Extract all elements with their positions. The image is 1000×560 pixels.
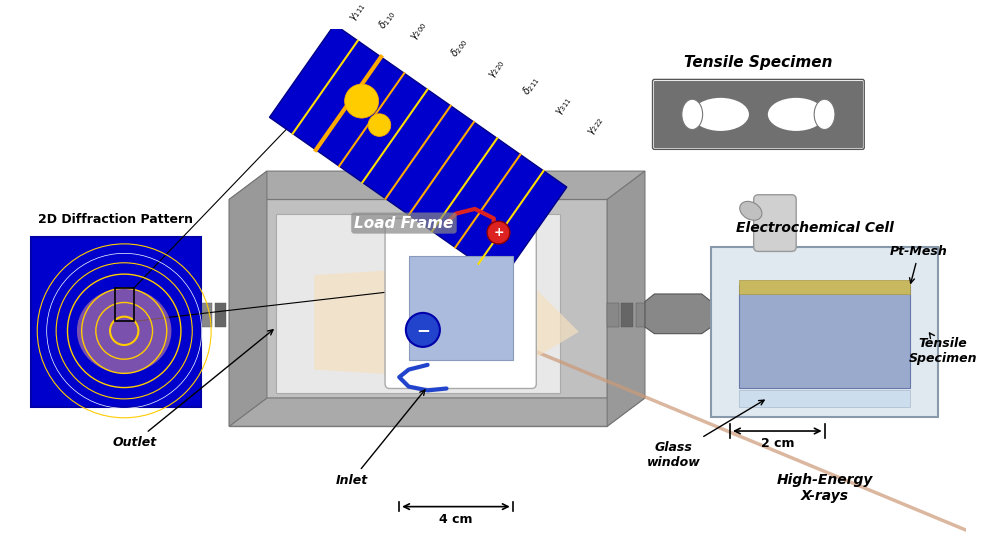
Text: $\gamma_{200}$: $\gamma_{200}$ [409, 20, 430, 44]
Polygon shape [645, 294, 711, 334]
Ellipse shape [692, 98, 749, 131]
Bar [621, 304, 633, 327]
Text: 2D Diffraction Pattern: 2D Diffraction Pattern [38, 213, 193, 226]
Polygon shape [269, 25, 567, 280]
Bar [187, 304, 198, 327]
Bar [607, 304, 619, 327]
Bar [678, 304, 689, 327]
Bar [739, 284, 910, 389]
Circle shape [368, 114, 391, 137]
Polygon shape [607, 171, 645, 426]
Bar [158, 304, 170, 327]
Text: Electrochemical Cell: Electrochemical Cell [736, 221, 894, 235]
Text: $\gamma_{220}$: $\gamma_{220}$ [486, 57, 508, 81]
Ellipse shape [77, 288, 171, 374]
Text: $\gamma_{311}$: $\gamma_{311}$ [553, 95, 574, 118]
Polygon shape [229, 398, 645, 426]
Bar [739, 390, 910, 407]
Polygon shape [314, 270, 579, 374]
Text: $\delta_{211}$: $\delta_{211}$ [519, 74, 542, 99]
Text: 4 cm: 4 cm [439, 513, 473, 526]
Circle shape [487, 221, 510, 244]
Ellipse shape [682, 99, 703, 129]
Bar [276, 213, 560, 393]
Ellipse shape [768, 98, 825, 131]
Text: 2 cm: 2 cm [761, 437, 794, 450]
Bar [664, 304, 675, 327]
Bar [409, 256, 513, 360]
Text: $\delta_{110}$: $\delta_{110}$ [375, 7, 398, 32]
Circle shape [406, 313, 440, 347]
Bar [144, 304, 155, 327]
FancyBboxPatch shape [754, 195, 796, 251]
Text: Inlet: Inlet [336, 390, 425, 487]
Text: −: − [416, 321, 430, 339]
FancyBboxPatch shape [385, 218, 536, 389]
Text: Load Frame: Load Frame [354, 216, 454, 231]
Text: High-Energy
X-rays: High-Energy X-rays [776, 473, 873, 503]
Bar [711, 97, 806, 132]
Bar [116, 304, 127, 327]
Text: $\gamma_{111}$: $\gamma_{111}$ [347, 1, 369, 24]
Text: $\gamma_{222}$: $\gamma_{222}$ [585, 115, 606, 138]
Bar [215, 304, 226, 327]
Polygon shape [229, 171, 267, 426]
Bar [654, 81, 862, 147]
Bar [229, 199, 607, 426]
Text: $\delta_{200}$: $\delta_{200}$ [448, 35, 471, 60]
Text: Outlet: Outlet [112, 330, 273, 449]
Text: Tensile Specimen: Tensile Specimen [684, 55, 833, 70]
Circle shape [345, 84, 379, 118]
Bar [172, 304, 184, 327]
Bar [31, 237, 201, 407]
Bar [201, 304, 212, 327]
Polygon shape [106, 294, 172, 334]
Ellipse shape [814, 99, 835, 129]
Ellipse shape [740, 202, 762, 220]
Bar [650, 304, 661, 327]
Bar [636, 304, 647, 327]
Text: Pt-Mesh: Pt-Mesh [890, 245, 948, 283]
Bar [130, 304, 141, 327]
Bar [115, 288, 134, 321]
Text: Tensile
Specimen: Tensile Specimen [908, 333, 977, 365]
Text: +: + [493, 226, 504, 239]
Bar [711, 247, 938, 417]
Polygon shape [229, 171, 645, 199]
Text: Glass
window: Glass window [646, 400, 764, 469]
Bar [739, 280, 910, 294]
